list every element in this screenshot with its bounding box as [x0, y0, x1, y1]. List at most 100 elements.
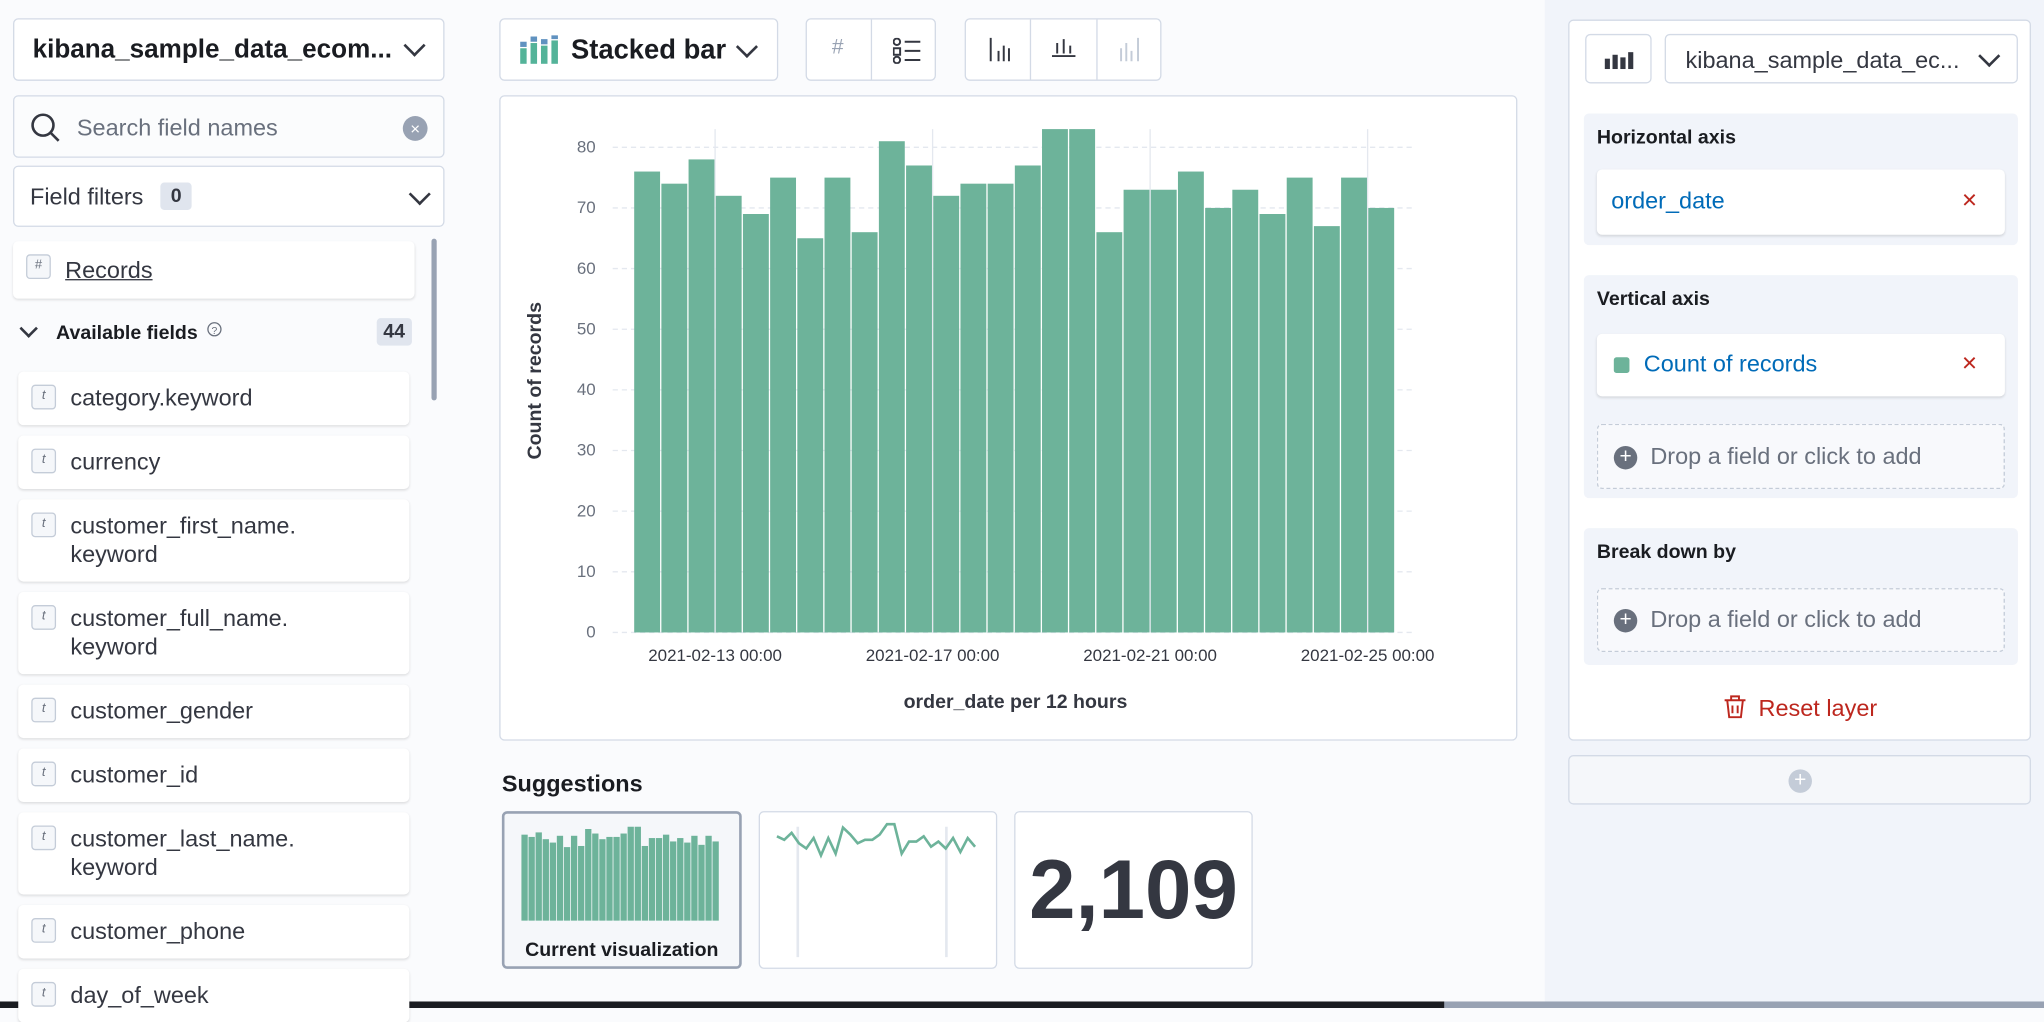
- breakdown-section: Break down by + Drop a field or click to …: [1583, 528, 2018, 666]
- vertical-drop[interactable]: + Drop a field or click to add: [1596, 423, 2005, 490]
- field-item[interactable]: t customer_id: [18, 748, 410, 802]
- bar: [1150, 189, 1177, 633]
- x-tick-label: 2021-02-17 00:00: [866, 646, 1000, 665]
- index-pattern-select[interactable]: kibana_sample_data_ecom...: [13, 18, 445, 81]
- field-type-token: t: [31, 918, 57, 943]
- bar: [742, 213, 769, 633]
- y-tick-label: 20: [577, 501, 596, 520]
- suggestion-metric[interactable]: 2,109: [1014, 811, 1253, 969]
- x-tick-label: 2021-02-21 00:00: [1083, 646, 1217, 665]
- y-axis-title: Count of records: [524, 302, 546, 460]
- field-name: customer_full_name.: [70, 605, 289, 632]
- suggestion-line[interactable]: [758, 811, 998, 969]
- bar: [851, 232, 878, 633]
- y-tick-label: 10: [577, 562, 596, 581]
- filter-count: 0: [160, 182, 193, 210]
- records-label: Records: [65, 256, 153, 283]
- field-item[interactable]: t category.keyword: [18, 371, 410, 426]
- layer-panel: kibana_sample_data_ec... Horizontal axis…: [1568, 19, 2031, 741]
- field-type-token: t: [31, 981, 57, 1007]
- field-item[interactable]: t customer_full_name. keyword: [18, 592, 410, 675]
- y-tick-label: 80: [577, 138, 596, 157]
- bottom-axis-button[interactable]: [1049, 35, 1078, 64]
- value-labels-button[interactable]: #: [831, 36, 844, 59]
- available-fields[interactable]: Available fields: [56, 322, 198, 345]
- records-field[interactable]: # Records: [13, 241, 415, 299]
- bar: [1205, 207, 1232, 633]
- horizontal-axis-label: Horizontal axis: [1596, 126, 1736, 149]
- right-axis-button[interactable]: [1116, 35, 1145, 64]
- metric-value: 2,109: [1029, 842, 1238, 937]
- bar: [824, 177, 851, 633]
- y-tick-label: 60: [577, 259, 596, 278]
- y-tick-label: 0: [586, 623, 595, 642]
- horizontal-field[interactable]: order_date ×: [1596, 169, 2005, 235]
- breakdown-drop[interactable]: + Drop a field or click to add: [1596, 588, 2005, 653]
- layer-index-select[interactable]: kibana_sample_data_ec...: [1664, 33, 2018, 84]
- reset-layer[interactable]: Reset layer: [1722, 694, 1877, 723]
- vertical-axis-label: Vertical axis: [1596, 288, 1710, 311]
- field-type-token: t: [31, 448, 57, 474]
- series-swatch: [1613, 357, 1630, 373]
- field-name: customer_id: [70, 761, 199, 788]
- vertical-field[interactable]: Count of records ×: [1596, 333, 2005, 397]
- reset-label: Reset layer: [1758, 695, 1878, 722]
- chart-type-select[interactable]: Stacked bar: [499, 18, 779, 81]
- toolbar-group: #: [805, 18, 936, 81]
- bar: [1368, 207, 1395, 633]
- drop-text: Drop a field or click to add: [1650, 606, 1922, 633]
- bar: [661, 183, 688, 633]
- bar: [1259, 213, 1286, 633]
- bar: [1232, 189, 1259, 633]
- field-item[interactable]: t currency: [18, 435, 410, 490]
- bar: [1014, 165, 1041, 633]
- field-type-token: t: [31, 605, 57, 630]
- layer-index: kibana_sample_data_ec...: [1685, 46, 1960, 74]
- field-type-token: t: [31, 512, 57, 538]
- left-axis-button[interactable]: [984, 35, 1013, 64]
- field-search[interactable]: Search field names ×: [13, 95, 445, 158]
- bar: [688, 159, 715, 633]
- horizontal-section: Horizontal axis order_date ×: [1583, 113, 2018, 246]
- remove-button[interactable]: ×: [1961, 349, 1978, 379]
- field-item[interactable]: t customer_phone: [18, 904, 410, 959]
- field-name: day_of_week: [70, 981, 209, 1008]
- field-item[interactable]: t day_of_week: [18, 968, 410, 1022]
- bar: [715, 195, 742, 633]
- drop-text: Drop a field or click to add: [1650, 443, 1922, 470]
- legend-button[interactable]: [892, 37, 922, 64]
- add-layer[interactable]: +: [1568, 755, 2031, 805]
- help-icon[interactable]: ?: [207, 322, 222, 337]
- bar: [906, 165, 932, 633]
- bar: [933, 195, 960, 633]
- break-down-label: Break down by: [1596, 541, 1736, 564]
- y-tick-label: 40: [577, 380, 596, 399]
- chart: 0 10 20 30 40 50 60 70 80 2021-02-13 00:00 2021-02…: [524, 129, 1434, 713]
- field-item[interactable]: t customer_gender: [18, 684, 410, 739]
- field-name: currency: [70, 448, 161, 475]
- y-tick-label: 70: [577, 198, 596, 217]
- bar: [878, 141, 905, 633]
- field-filters[interactable]: Field filters 0: [13, 165, 445, 227]
- clear-button[interactable]: ×: [402, 116, 428, 141]
- field-item[interactable]: t customer_last_name. keyword: [18, 812, 410, 895]
- suggestion-current[interactable]: Current visualization: [501, 811, 742, 969]
- bar: [987, 183, 1014, 633]
- field-name: customer_first_name.: [70, 512, 297, 539]
- remove-button[interactable]: ×: [1961, 186, 1978, 216]
- field-name: keyword: [70, 541, 158, 568]
- suggestion-label: Current visualization: [525, 938, 719, 962]
- bottom-bar: [0, 1001, 1445, 1008]
- field-name: customer_gender: [70, 697, 254, 724]
- bar: [797, 238, 824, 633]
- bar: [960, 183, 987, 633]
- field-name: keyword: [70, 633, 158, 660]
- field-item[interactable]: t customer_first_name. keyword: [18, 499, 410, 582]
- field-filters-label: Field filters: [29, 183, 144, 210]
- suggestions-title: Suggestions: [501, 770, 643, 797]
- y-tick-label: 30: [577, 441, 596, 460]
- field-name: customer_last_name.: [70, 825, 295, 852]
- layer-type-button[interactable]: [1585, 33, 1652, 84]
- bar: [1341, 177, 1367, 633]
